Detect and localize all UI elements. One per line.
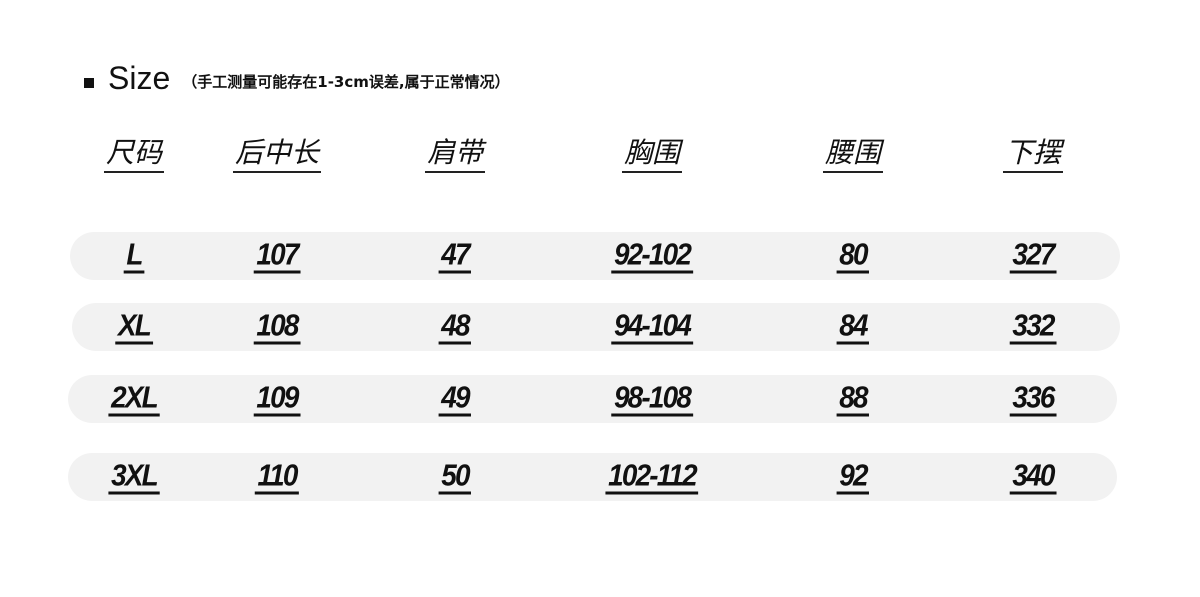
table-cell: 98-108	[611, 381, 693, 417]
table-cell: 110	[254, 459, 300, 495]
table-cell: 92-102	[611, 238, 693, 274]
table-cell: 94-104	[611, 309, 693, 345]
column-header: 腰围	[822, 136, 884, 173]
table-cell: 3XL	[108, 459, 160, 495]
table-row: 2XL 109 49 98-108 88 336	[68, 375, 1117, 423]
table-cell: 49	[438, 381, 472, 417]
size-title: Size	[108, 60, 171, 96]
table-cell: L	[123, 238, 145, 274]
column-header: 下摆	[1002, 136, 1064, 173]
table-cell: 48	[438, 309, 472, 345]
table-cell: XL	[115, 309, 153, 345]
square-bullet-icon	[84, 77, 94, 88]
table-cell: 2XL	[108, 381, 160, 417]
table-cell: 50	[438, 459, 472, 495]
column-header: 肩带	[424, 136, 486, 173]
table-cell: 108	[253, 309, 301, 345]
measurement-note: （手工测量可能存在1-3cm误差,属于正常情况）	[182, 73, 510, 91]
table-row: 3XL 110 50 102-112 92 340	[68, 453, 1117, 501]
table-cell: 340	[1009, 459, 1057, 495]
column-header: 胸围	[621, 136, 683, 173]
table-row: L 107 47 92-102 80 327	[70, 232, 1120, 280]
table-cell: 84	[836, 309, 870, 345]
table-cell: 88	[836, 381, 870, 417]
table-cell: 332	[1009, 309, 1057, 345]
table-row: XL 108 48 94-104 84 332	[72, 303, 1120, 351]
size-heading: Size （手工测量可能存在1-3cm误差,属于正常情况）	[84, 60, 510, 97]
column-header: 尺码	[103, 136, 165, 173]
table-cell: 327	[1009, 238, 1057, 274]
column-header: 后中长	[232, 136, 322, 173]
table-cell: 80	[836, 238, 870, 274]
table-cell: 109	[253, 381, 301, 417]
table-cell: 47	[438, 238, 472, 274]
table-cell: 102-112	[605, 459, 699, 495]
table-cell: 107	[253, 238, 301, 274]
table-cell: 336	[1009, 381, 1057, 417]
table-cell: 92	[836, 459, 870, 495]
